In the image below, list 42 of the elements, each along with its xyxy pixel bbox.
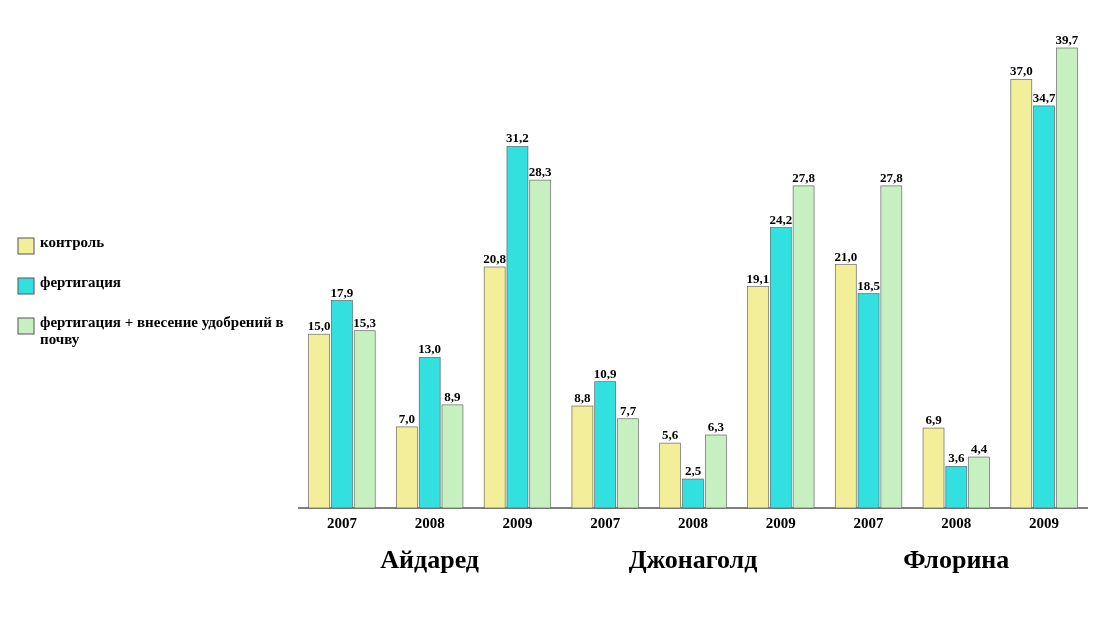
text: Айдаред: [380, 545, 480, 574]
data-label: 3,6: [948, 450, 965, 466]
data-label: 24,2: [769, 211, 793, 227]
x-tick-label: 2007: [590, 515, 621, 531]
x-tick-label: 2008: [678, 515, 708, 531]
x-tick-label: 2007: [853, 515, 885, 531]
text: Флорина: [903, 545, 1010, 574]
data-label: 20,8: [483, 250, 507, 266]
legend-label: фертигация: [40, 274, 122, 291]
x-tick-label: 2008: [941, 515, 972, 531]
text: Джонаголд: [628, 545, 758, 574]
data-label: 34,7: [1032, 89, 1056, 105]
legend-label: фертигация + внесение удобрений в почву: [40, 314, 285, 348]
data-label: 5,6: [662, 427, 679, 443]
data-label: 7,7: [619, 402, 637, 418]
data-label: 31,2: [506, 130, 529, 146]
data-label: 28,3: [528, 164, 553, 180]
data-label: 13,0: [418, 341, 442, 357]
data-label: 27,8: [792, 169, 816, 185]
data-label: 8,9: [444, 388, 462, 404]
legend-label: контроль: [40, 234, 106, 251]
data-label: 15,3: [353, 314, 377, 330]
x-tick-label: 2009: [502, 515, 533, 531]
data-label: 10,9: [593, 365, 618, 381]
data-label: 37,0: [1009, 63, 1033, 79]
data-label: 6,3: [707, 419, 725, 434]
data-label: 17,9: [330, 284, 354, 300]
data-label: 6,9: [925, 412, 943, 428]
data-label: 15,0: [307, 318, 331, 334]
data-label: 8,8: [574, 390, 592, 406]
data-label: 4,4: [971, 441, 988, 457]
data-label: 2,5: [684, 463, 702, 479]
x-tick-label: 2007: [326, 515, 358, 531]
data-label: 18,5: [857, 277, 881, 293]
data-label: 7,0: [398, 410, 415, 426]
data-label: 21,0: [834, 248, 858, 264]
x-tick-label: 2009: [1029, 515, 1060, 531]
data-label: 27,8: [879, 169, 904, 185]
data-label: 19,1: [746, 270, 770, 286]
data-label: 39,7: [1055, 32, 1079, 47]
x-tick-label: 2009: [765, 515, 796, 531]
x-tick-label: 2008: [414, 515, 445, 531]
